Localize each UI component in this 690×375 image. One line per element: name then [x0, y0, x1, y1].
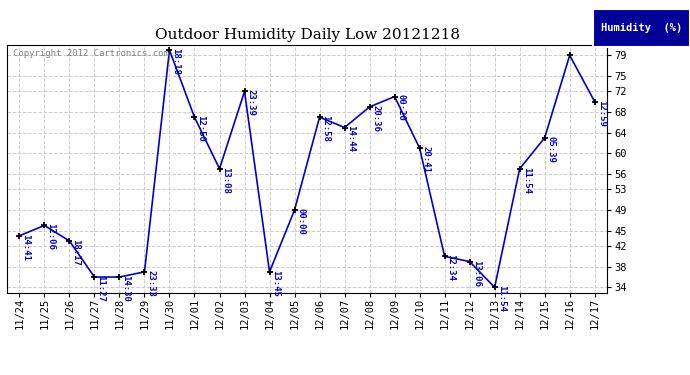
Text: 23:39: 23:39	[246, 89, 255, 116]
Text: Copyright 2012 Cartronics.com: Copyright 2012 Cartronics.com	[13, 49, 169, 58]
Text: 14:41: 14:41	[21, 234, 30, 261]
Text: 12:50: 12:50	[197, 115, 206, 142]
Text: 00:00: 00:00	[297, 208, 306, 235]
Text: 13:08: 13:08	[221, 166, 230, 194]
Text: 14:44: 14:44	[346, 125, 355, 152]
Text: 18:17: 18:17	[72, 239, 81, 266]
Text: 05:39: 05:39	[546, 136, 555, 163]
Text: 14:30: 14:30	[121, 275, 130, 302]
Title: Outdoor Humidity Daily Low 20121218: Outdoor Humidity Daily Low 20121218	[155, 28, 460, 42]
Text: 13:45: 13:45	[272, 270, 281, 297]
Text: 11:54: 11:54	[522, 166, 531, 194]
Text: 11:27: 11:27	[97, 275, 106, 302]
Text: 18:18: 18:18	[172, 48, 181, 75]
Text: 12:59: 12:59	[597, 100, 606, 126]
Text: 20:36: 20:36	[372, 105, 381, 132]
Text: 12:06: 12:06	[46, 224, 55, 250]
Text: 12:58: 12:58	[322, 115, 331, 142]
Text: 00:20: 00:20	[397, 94, 406, 122]
Text: 23:33: 23:33	[146, 270, 155, 297]
Text: Humidity  (%): Humidity (%)	[601, 23, 682, 33]
Text: 11:54: 11:54	[497, 285, 506, 312]
Text: 20:41: 20:41	[422, 146, 431, 173]
Text: 13:06: 13:06	[472, 260, 481, 286]
Text: 12:34: 12:34	[446, 254, 455, 281]
